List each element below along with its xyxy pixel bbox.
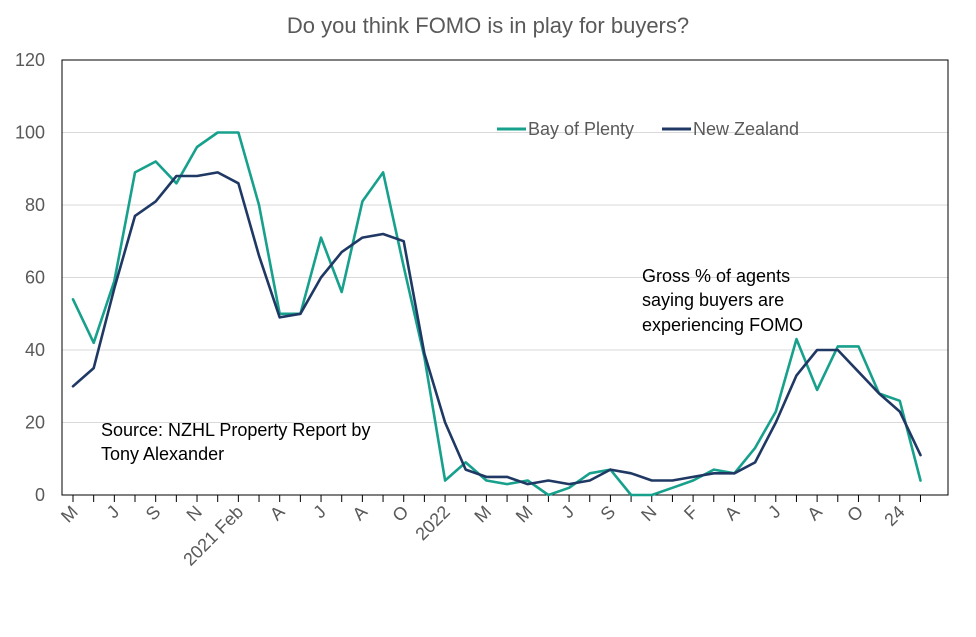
series-line-new-zealand: [71, 171, 922, 486]
y-tick-label: 20: [25, 413, 45, 433]
y-tick-label: 60: [25, 268, 45, 288]
x-tick-label: J: [764, 502, 785, 523]
x-tick-label: M: [470, 502, 495, 527]
x-tick-label: A: [721, 502, 744, 525]
annotation-line: Gross % of agents: [642, 266, 790, 286]
plot-area-border: [61, 59, 949, 496]
x-tick-label: J: [557, 502, 578, 523]
x-tick-label: J: [309, 502, 330, 523]
x-tick-label: 24: [880, 502, 908, 530]
x-tick-label: M: [512, 502, 537, 527]
x-tick-label: J: [103, 502, 124, 523]
x-tick-label: O: [843, 502, 867, 526]
y-axis-tick-labels: 0 20 40 60 80 100 120: [15, 50, 45, 505]
annotation-gross-fomo: Gross % of agents saying buyers are expe…: [642, 266, 803, 335]
legend: Bay of Plenty New Zealand: [497, 119, 799, 139]
x-tick-label: A: [349, 502, 372, 525]
x-tick-label: O: [388, 502, 412, 526]
legend-label-bay-of-plenty: Bay of Plenty: [528, 119, 634, 139]
x-tick-label: A: [266, 502, 289, 525]
x-tick-label: S: [597, 502, 620, 525]
y-tick-label: 120: [15, 50, 45, 70]
series-lines: [71, 131, 922, 497]
source-line: Source: NZHL Property Report by: [101, 420, 370, 440]
legend-label-new-zealand: New Zealand: [693, 119, 799, 139]
x-tick-label: F: [680, 502, 702, 524]
annotation-source: Source: NZHL Property Report by Tony Ale…: [101, 420, 370, 464]
x-tick-label: S: [142, 502, 165, 525]
x-tick-label: N: [183, 502, 206, 525]
series-line-bay-of-plenty: [71, 131, 922, 497]
source-line: Tony Alexander: [101, 444, 224, 464]
y-tick-label: 80: [25, 195, 45, 215]
y-tick-label: 100: [15, 123, 45, 143]
y-tick-label: 40: [25, 340, 45, 360]
annotation-line: experiencing FOMO: [642, 315, 803, 335]
y-tick-label: 0: [35, 485, 45, 505]
x-tick-label: A: [803, 502, 826, 525]
x-tick-label: N: [637, 502, 660, 525]
chart-title: Do you think FOMO is in play for buyers?: [287, 13, 689, 38]
annotation-line: saying buyers are: [642, 290, 784, 310]
x-tick-label: M: [57, 502, 82, 527]
x-tick-label: 2022: [411, 502, 453, 544]
